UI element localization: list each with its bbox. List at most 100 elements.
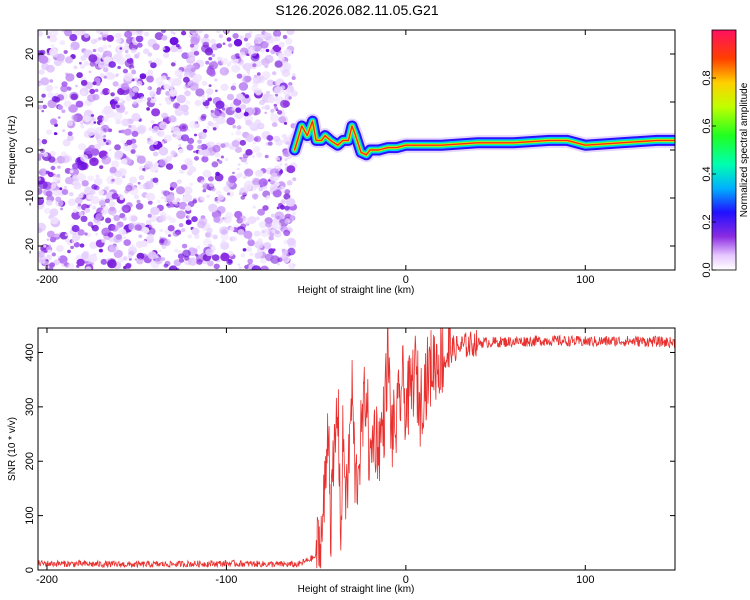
noise-speckle — [236, 125, 242, 130]
noise-speckle — [227, 250, 234, 257]
noise-speckle — [264, 31, 268, 36]
noise-speckle — [207, 176, 214, 182]
noise-speckle — [38, 157, 42, 161]
snr-panel: -200 -100 0 100 0 100 200 300 400 Height of str… — [7, 327, 676, 595]
noise-speckle — [102, 116, 109, 123]
noise-speckle — [144, 180, 154, 190]
noise-speckle — [67, 249, 71, 254]
noise-speckle — [245, 149, 253, 156]
noise-speckle — [132, 87, 139, 93]
noise-speckle — [70, 93, 78, 100]
noise-speckle — [117, 257, 125, 264]
noise-speckle — [206, 94, 211, 99]
noise-speckle — [66, 120, 73, 126]
noise-speckle — [65, 56, 73, 64]
noise-speckle — [72, 174, 79, 180]
noise-speckle — [127, 254, 133, 259]
noise-speckle — [110, 92, 115, 97]
noise-speckle — [168, 234, 171, 238]
noise-speckle — [81, 252, 89, 259]
noise-speckle — [292, 177, 297, 181]
noise-speckle — [68, 263, 75, 269]
noise-speckle — [206, 194, 210, 198]
noise-speckle — [41, 139, 48, 145]
noise-speckle — [206, 125, 210, 129]
noise-speckle — [258, 187, 264, 192]
noise-speckle — [65, 73, 75, 82]
noise-speckle — [196, 245, 201, 250]
noise-speckle — [243, 184, 252, 192]
noise-speckle — [114, 144, 121, 151]
snr-series-line — [38, 328, 675, 569]
noise-speckle — [38, 30, 44, 37]
noise-speckle — [177, 47, 183, 53]
noise-speckle — [144, 31, 150, 37]
noise-speckle — [252, 155, 255, 158]
noise-speckle — [187, 137, 195, 144]
noise-speckle — [205, 105, 209, 109]
noise-speckle — [286, 180, 293, 186]
noise-speckle — [287, 237, 296, 246]
noise-speckle — [245, 133, 255, 143]
noise-speckle — [123, 45, 131, 52]
noise-speckle — [128, 257, 132, 261]
noise-speckle — [252, 75, 262, 84]
noise-speckle — [159, 228, 164, 233]
noise-speckle — [45, 199, 53, 206]
noise-speckle — [197, 144, 203, 150]
noise-speckle — [137, 42, 143, 48]
noise-speckle — [177, 250, 182, 254]
noise-speckle — [252, 205, 256, 209]
colorbar-tick-label: 0.6 — [701, 118, 713, 133]
noise-speckle — [206, 227, 213, 234]
colorbar-ticks: 0.0 0.2 0.4 0.6 0.8 — [701, 70, 716, 278]
noise-speckle — [261, 106, 266, 110]
noise-speckle — [60, 151, 67, 157]
colorbar-tick-label: 0.8 — [701, 70, 713, 85]
noise-speckle — [107, 207, 117, 216]
noise-speckle — [156, 130, 162, 136]
noise-speckle — [192, 199, 198, 204]
noise-speckle — [287, 247, 296, 256]
noise-speckle — [219, 67, 229, 76]
noise-speckle — [217, 194, 225, 201]
noise-speckle — [49, 262, 55, 268]
noise-speckle — [166, 99, 172, 105]
noise-speckle — [60, 207, 64, 211]
noise-speckle — [49, 79, 54, 83]
noise-speckle — [107, 232, 114, 238]
noise-speckle — [146, 75, 154, 83]
noise-speckle — [252, 177, 261, 186]
noise-speckle — [174, 69, 183, 78]
noise-speckle — [92, 81, 97, 86]
noise-speckle — [107, 259, 117, 269]
noise-speckle — [217, 56, 223, 62]
noise-speckle — [286, 165, 296, 174]
noise-speckle — [238, 82, 249, 91]
noise-speckle — [194, 156, 199, 161]
noise-speckle — [165, 90, 171, 96]
noise-speckle — [147, 97, 152, 101]
noise-speckle — [189, 30, 199, 35]
noise-speckle — [90, 196, 100, 205]
noise-speckle — [119, 196, 124, 201]
y-tick-label: 200 — [24, 452, 36, 470]
noise-speckle — [135, 202, 144, 210]
noise-speckle — [135, 35, 144, 43]
noise-speckle — [64, 176, 74, 185]
noise-speckle — [175, 231, 180, 236]
noise-speckle — [214, 198, 218, 202]
noise-speckle — [178, 144, 182, 147]
noise-speckle — [43, 244, 47, 248]
noise-speckle — [208, 203, 218, 213]
noise-speckle — [95, 30, 102, 34]
noise-speckle — [167, 204, 172, 209]
noise-speckle — [185, 100, 191, 105]
noise-speckle — [121, 140, 126, 144]
noise-speckle — [183, 186, 193, 195]
noise-speckle — [210, 109, 221, 119]
noise-speckle — [101, 62, 104, 66]
noise-speckle — [282, 34, 288, 40]
noise-speckle — [79, 61, 82, 65]
noise-speckle — [167, 225, 175, 232]
